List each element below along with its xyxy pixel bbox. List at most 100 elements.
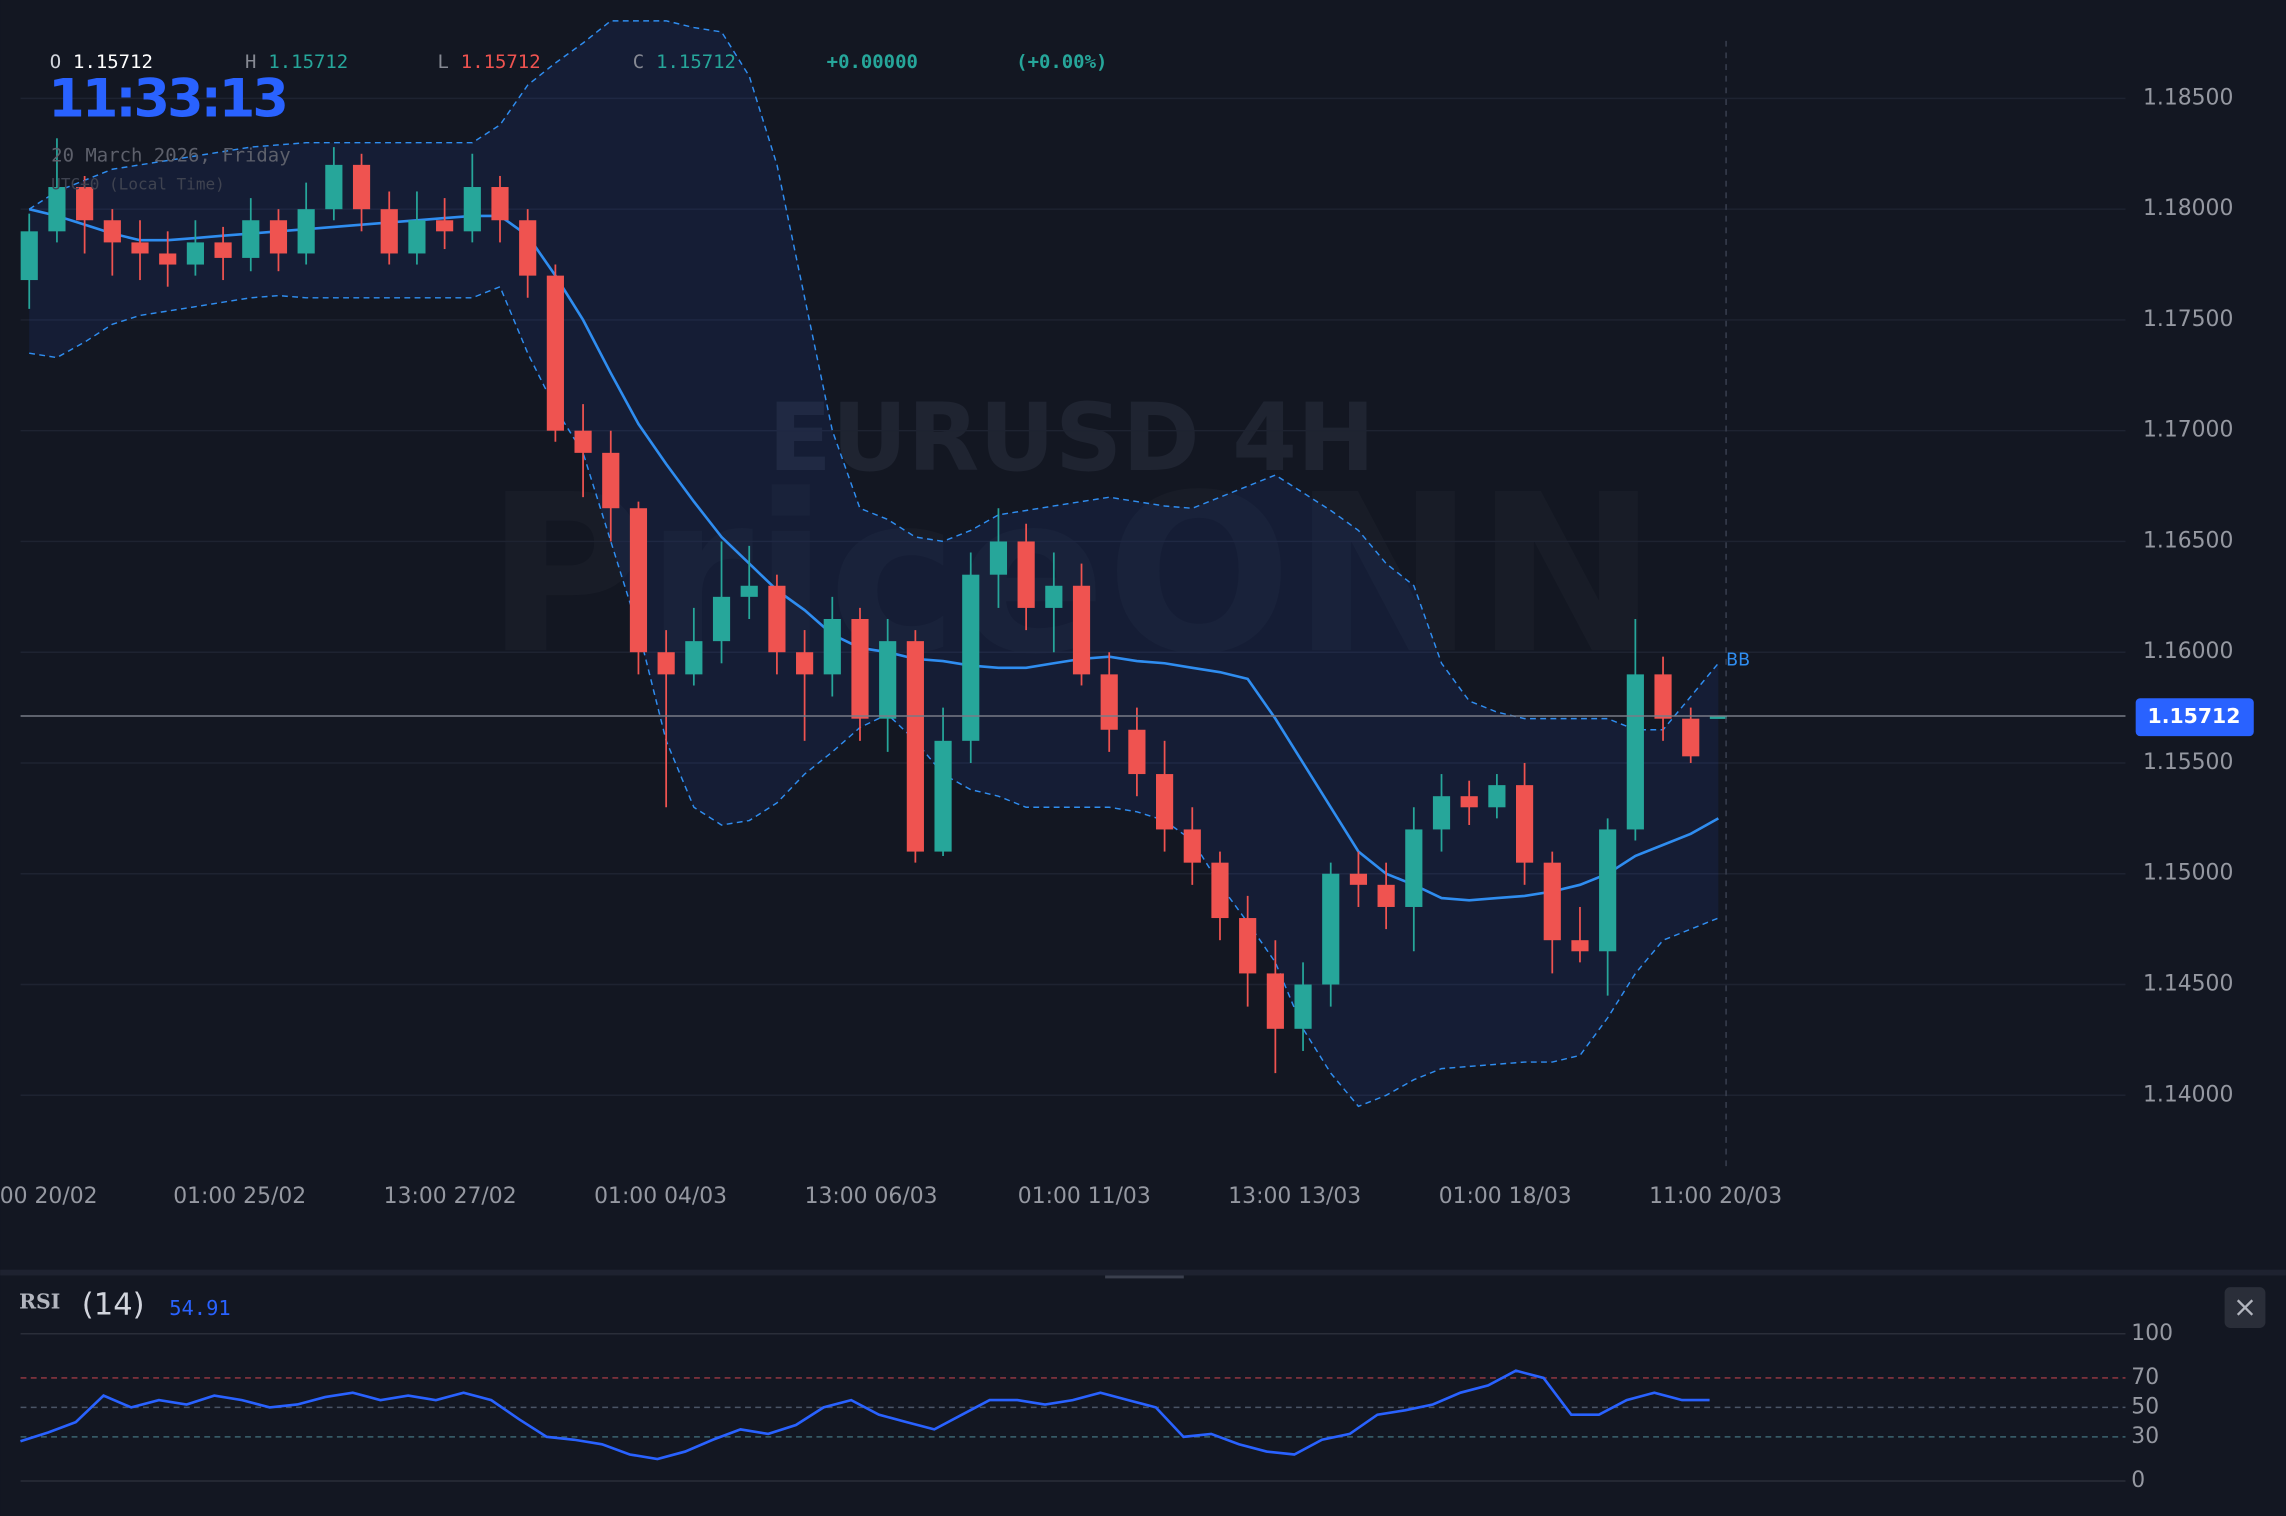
candle-body (629, 508, 648, 653)
resize-handle[interactable] (1105, 1275, 1184, 1279)
clock: 11:33:13 (48, 69, 286, 130)
candle-body (657, 652, 675, 675)
candle-body (602, 452, 620, 509)
y-tick-label: 1.18500 (2143, 85, 2233, 110)
ohlc-value: 1.15712 (73, 51, 153, 73)
y-tick-label: 1.17000 (2143, 418, 2233, 443)
candle-body (546, 275, 564, 431)
candle-body (436, 220, 454, 232)
candle-body (1488, 785, 1506, 808)
ohlc-value: 1.15712 (461, 51, 541, 73)
change-percent: (+0.00%) (1016, 51, 1107, 73)
candle-body (823, 618, 841, 675)
y-tick-label: 1.16500 (2143, 528, 2233, 553)
change: +0.00000 (827, 51, 918, 73)
candle-body (1211, 862, 1229, 919)
candle-body (76, 187, 94, 221)
candle-body (1349, 873, 1368, 885)
y-tick-label: 1.18000 (2143, 196, 2233, 221)
candle-body (712, 596, 731, 642)
candle-body (1266, 973, 1284, 1029)
y-tick-label: 1.15000 (2143, 861, 2233, 886)
symbol-watermark: EURUSD 4H (768, 384, 1375, 493)
candle-body (934, 740, 952, 852)
x-tick-label: 00 20/02 (0, 1184, 98, 1209)
y-tick-label: 1.16000 (2143, 639, 2233, 664)
candle-body (1183, 829, 1201, 863)
y-tick-label: 1.17500 (2143, 307, 2233, 332)
ohlc-header: O 1.15712 H 1.15712 L 1.15712 C 1.15712 … (50, 51, 1108, 73)
last-price-box (2135, 698, 2254, 737)
bb-upper (28, 20, 1719, 731)
rsi-label: RSI (19, 1290, 60, 1314)
candle-body (20, 231, 38, 281)
candle-body (1156, 774, 1174, 830)
timezone: UTC+0 (Local Time) (51, 175, 225, 194)
candle-body (962, 574, 980, 741)
ohlc-label: L (437, 51, 448, 73)
candle-body (131, 242, 149, 254)
candle-body (1571, 940, 1589, 952)
candle-body (463, 187, 481, 232)
candle-body (1709, 716, 1728, 719)
pane-separator (0, 1269, 2286, 1276)
rsi-line (20, 1369, 1710, 1461)
candle-body (297, 209, 315, 254)
ohlc-label: O (50, 51, 61, 73)
candle-body (159, 253, 177, 265)
candle-body (1515, 785, 1534, 863)
candle-body (1432, 796, 1451, 830)
x-tick-label: 01:00 11/03 (1018, 1184, 1151, 1209)
price-plot (20, 20, 2126, 1108)
candle-body (1599, 829, 1617, 952)
rsi-tick-label: 70 (2131, 1365, 2159, 1390)
candle-body (768, 585, 786, 653)
candle-body (380, 209, 398, 254)
candle-body (740, 585, 758, 597)
candle-body (1100, 674, 1118, 730)
x-tick-label: 13:00 27/02 (384, 1184, 517, 1209)
candle-body (103, 220, 121, 243)
candle-body (1682, 718, 1700, 757)
y-tick-label: 1.15500 (2143, 750, 2233, 775)
candle-body (269, 220, 288, 254)
candle-body (851, 618, 869, 719)
candle-body (1045, 585, 1063, 608)
rsi-period: (14) (82, 1288, 145, 1323)
x-tick-label: 01:00 25/02 (173, 1184, 306, 1209)
candle-body (1322, 873, 1340, 985)
x-tick-label: 13:00 13/03 (1228, 1184, 1361, 1209)
candle-body (574, 430, 592, 453)
candle-body (352, 164, 371, 210)
x-tick-label: 13:00 06/03 (805, 1184, 938, 1209)
x-tick-label: 01:00 04/03 (594, 1184, 727, 1209)
rsi-tick-label: 30 (2131, 1424, 2159, 1449)
candle-body (1543, 862, 1561, 941)
close-button[interactable] (2224, 1287, 2266, 1328)
candle-body (1460, 796, 1478, 808)
close-icon[interactable] (2236, 1299, 2254, 1316)
rsi-tick-label: 0 (2131, 1468, 2145, 1493)
candle-body (796, 652, 814, 675)
candle-body (325, 164, 343, 210)
candle-body (1072, 585, 1091, 675)
candle-body (1017, 541, 1035, 608)
candle-body (1239, 918, 1257, 974)
rsi-plot: 100 70 50 30 0 (20, 1321, 2173, 1493)
ohlc-value: 1.15712 (656, 51, 736, 73)
candle-body (48, 187, 66, 232)
candle-body (491, 187, 509, 221)
candle-body (1654, 674, 1672, 719)
rsi-tick-label: 100 (2131, 1321, 2173, 1346)
y-tick-label: 1.14000 (2143, 1082, 2233, 1107)
rsi-value: 54.91 (169, 1296, 230, 1320)
candle-body (1377, 884, 1395, 907)
candle-body (186, 242, 204, 265)
ohlc-label: H (245, 51, 256, 73)
bb-label: BB (1726, 650, 1750, 670)
candle-body (989, 541, 1008, 575)
last-price-tag: 1.15712 (2135, 698, 2254, 737)
ohlc-value: 1.15712 (268, 51, 348, 73)
